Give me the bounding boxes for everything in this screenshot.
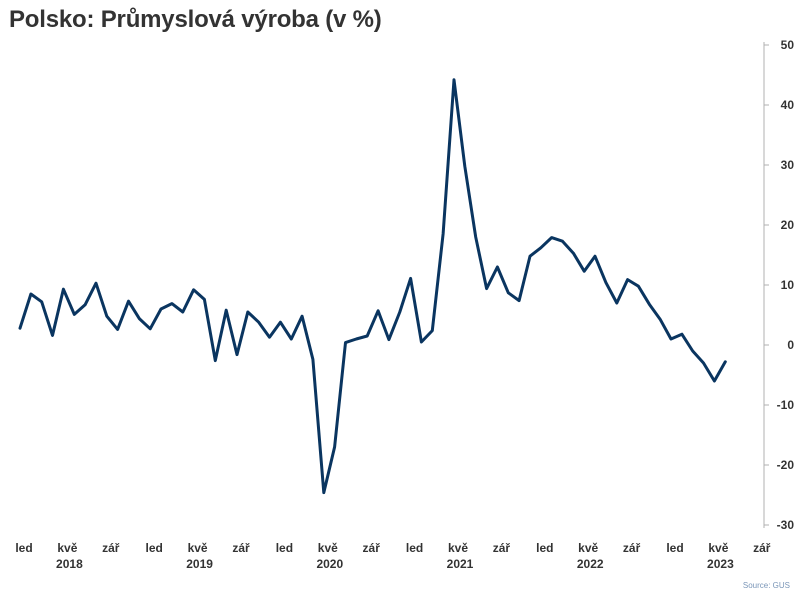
x-tick-label: led <box>15 541 32 555</box>
x-tick-label: zář <box>232 541 250 555</box>
series-group <box>18 78 727 495</box>
x-tick-label: zář <box>493 541 511 555</box>
x-tick-label: kvě <box>188 541 208 555</box>
x-tick-label: zář <box>363 541 381 555</box>
y-tick-label: 10 <box>781 278 795 292</box>
x-axis: led kvě zář led kvě zář led kvě zář led kvě zář led k… <box>15 541 770 571</box>
x-tick-label: led <box>536 541 553 555</box>
y-tick-label: 20 <box>781 218 795 232</box>
chart-title: Polsko: Průmyslová výroba (v %) <box>9 6 382 33</box>
x-tick-label: led <box>146 541 163 555</box>
x-tick-label: kvě <box>448 541 468 555</box>
x-tick-label: kvě <box>57 541 77 555</box>
x-year-label: 2020 <box>316 557 343 571</box>
series-line <box>18 78 727 495</box>
x-tick-label: kvě <box>578 541 598 555</box>
x-tick-label: zář <box>102 541 120 555</box>
y-tick-label: -30 <box>777 518 795 532</box>
x-tick-label: kvě <box>708 541 728 555</box>
x-year-label: 2018 <box>56 557 83 571</box>
y-tick-label: 40 <box>781 98 795 112</box>
x-tick-label: kvě <box>318 541 338 555</box>
x-tick-label: led <box>666 541 683 555</box>
y-tick-label: -20 <box>777 458 795 472</box>
x-tick-label: led <box>406 541 423 555</box>
x-year-label: 2022 <box>577 557 604 571</box>
y-tick-label: 0 <box>787 338 794 352</box>
y-axis: 50 40 30 20 10 0 -10 -20 -30 <box>763 38 795 532</box>
x-tick-label: led <box>276 541 293 555</box>
x-tick-label: zář <box>623 541 641 555</box>
y-tick-label: -10 <box>777 398 795 412</box>
y-tick-label: 30 <box>781 158 795 172</box>
source-note: Source: GUS <box>742 581 790 590</box>
y-tick-label: 50 <box>781 38 795 52</box>
x-year-label: 2019 <box>186 557 213 571</box>
x-tick-label: zář <box>753 541 771 555</box>
x-year-label: 2023 <box>707 557 734 571</box>
x-year-label: 2021 <box>447 557 474 571</box>
